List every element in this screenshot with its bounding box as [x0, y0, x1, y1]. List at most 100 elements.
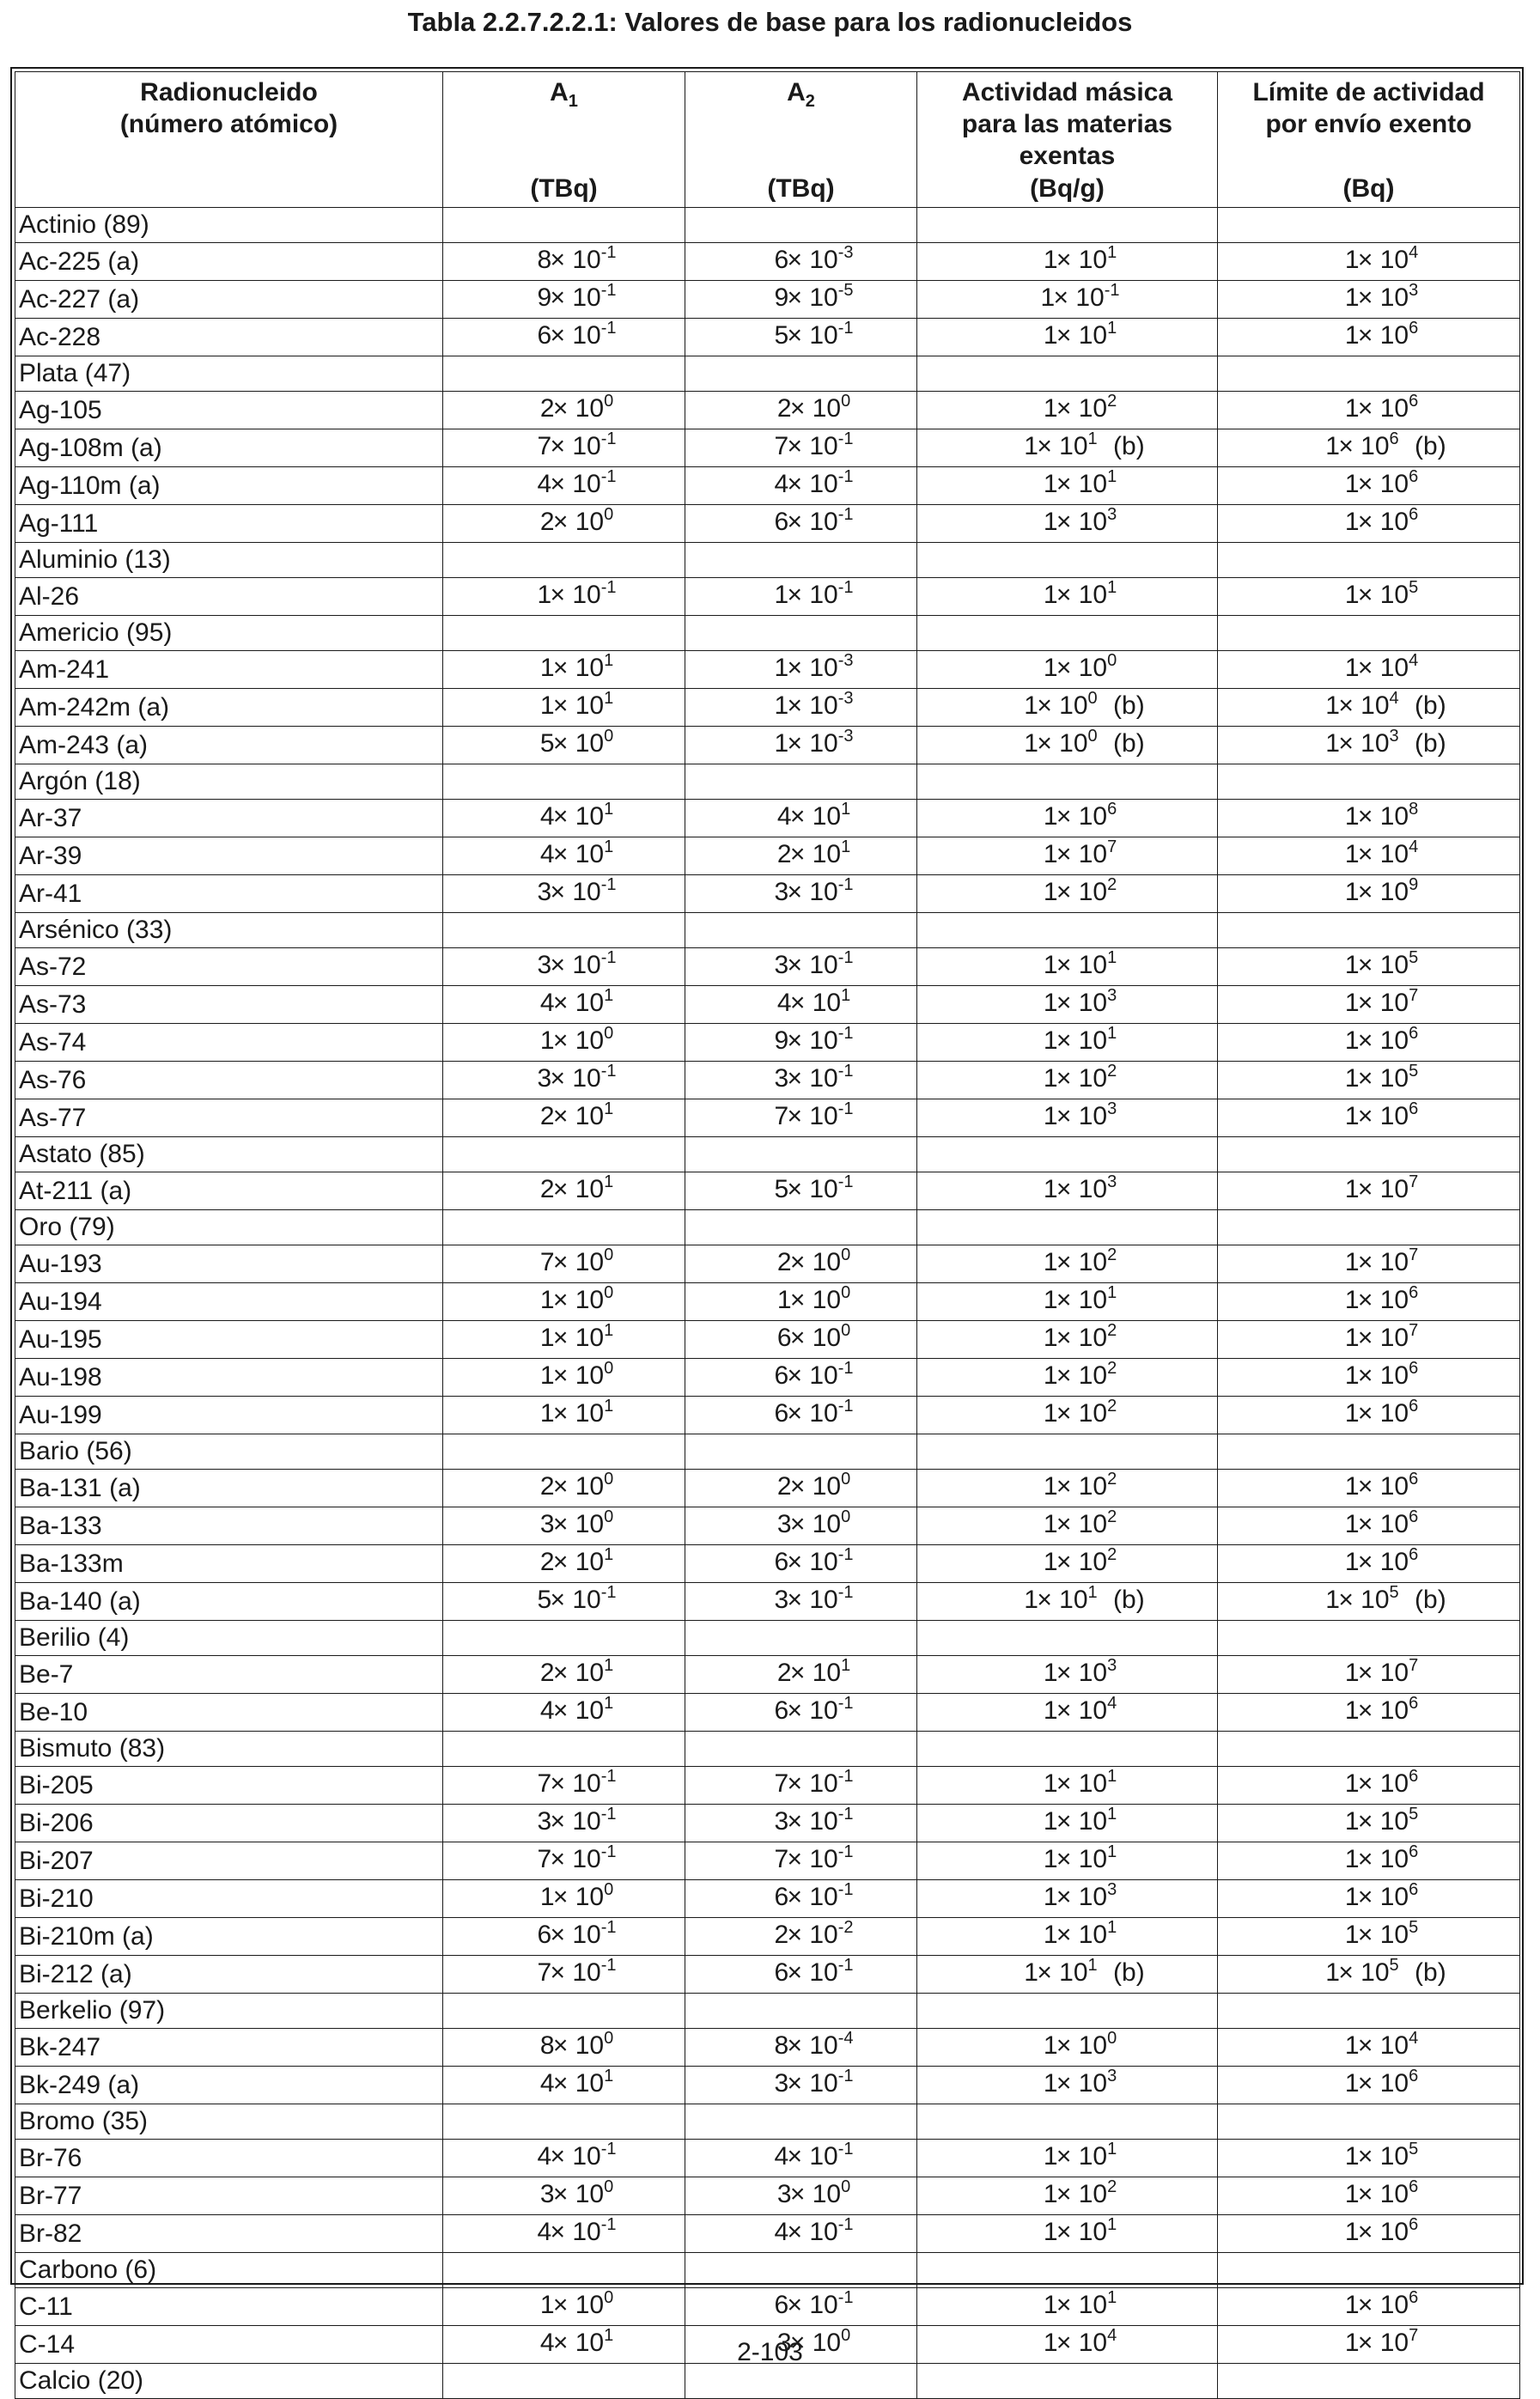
mass-activity-value: 1 × 103: [916, 1172, 1218, 1210]
radionuclide-name: As-76: [15, 1061, 443, 1099]
element-group-row: Actinio (89): [15, 207, 1520, 243]
col-header-activity-limit-label: Límite de actividad por envío exento: [1252, 78, 1485, 138]
a2-value: 1 × 100: [685, 1282, 917, 1321]
a1-value: 2 × 101: [442, 1099, 685, 1137]
table-row: Au-194 1 × 100 1 × 100 1 × 101 1 × 106: [15, 1282, 1520, 1321]
mass-activity-value: 1 × 103: [916, 2066, 1218, 2104]
radionuclide-name: Au-193: [15, 1245, 443, 1283]
empty-cell: [916, 912, 1218, 948]
element-group-name: Berkelio (97): [15, 1993, 443, 2029]
a1-value: 7 × 100: [442, 1245, 685, 1283]
radionuclide-name: Bi-207: [15, 1842, 443, 1880]
table-row: Bi-210m (a) 6 × 10-1 2 × 10-2 1 × 101 1 × 10…: [15, 1917, 1520, 1956]
table-row: Au-193 7 × 100 2 × 100 1 × 102 1 × 107: [15, 1245, 1520, 1283]
mass-activity-value: 1 × 101: [916, 1917, 1218, 1956]
a2-value: 6 × 100: [685, 1320, 917, 1359]
element-group-row: Calcio (20): [15, 2363, 1520, 2399]
element-group-name: Oro (79): [15, 1209, 443, 1245]
empty-cell: [442, 2363, 685, 2399]
empty-cell: [1217, 1136, 1520, 1172]
radionuclide-name: Ac-225 (a): [15, 242, 443, 281]
radionuclide-name: As-72: [15, 947, 443, 986]
activity-limit-value: 1 × 109: [1217, 874, 1520, 913]
a1-value: 4 × 10-1: [442, 466, 685, 505]
a1-value: 9 × 10-1: [442, 280, 685, 319]
activity-limit-value: 1 × 106: [1217, 1842, 1520, 1880]
col-header-mass-activity-unit: (Bq/g): [1030, 174, 1105, 203]
a1-value: 2 × 100: [442, 391, 685, 429]
element-group-row: Astato (85): [15, 1136, 1520, 1172]
mass-activity-value: 1 × 102: [916, 391, 1218, 429]
element-group-row: Arsénico (33): [15, 912, 1520, 948]
radionuclide-name: Ba-131 (a): [15, 1469, 443, 1507]
col-header-a2-unit: (TBq): [767, 174, 835, 203]
table-row: Au-198 1 × 100 6 × 10-1 1 × 102 1 × 106: [15, 1358, 1520, 1397]
a2-value: 6 × 10-1: [685, 2287, 917, 2326]
table-row: Be-10 4 × 101 6 × 10-1 1 × 104 1 × 106: [15, 1693, 1520, 1732]
empty-cell: [685, 1136, 917, 1172]
col-header-radionuclide-label: Radionucleido (número atómico): [119, 78, 338, 138]
radionuclide-name: At-211 (a): [15, 1172, 443, 1210]
radionuclide-name: Bi-212 (a): [15, 1955, 443, 1994]
empty-cell: [685, 2104, 917, 2140]
mass-activity-value: 1 × 101 (b): [916, 1582, 1218, 1621]
mass-activity-value: 1 × 101: [916, 1842, 1218, 1880]
empty-cell: [442, 2252, 685, 2288]
a1-value: 3 × 10-1: [442, 947, 685, 986]
a2-value: 9 × 10-5: [685, 280, 917, 319]
radionuclide-name: Am-243 (a): [15, 726, 443, 764]
radionuclide-name: Au-199: [15, 1396, 443, 1434]
empty-cell: [685, 1434, 917, 1470]
mass-activity-value: 1 × 102: [916, 1358, 1218, 1397]
a2-value: 2 × 100: [685, 1469, 917, 1507]
radionuclide-name: Bi-210: [15, 1879, 443, 1918]
a2-value: 3 × 10-1: [685, 947, 917, 986]
mass-activity-value: 1 × 101: [916, 577, 1218, 616]
element-group-name: Plata (47): [15, 356, 443, 392]
table-row: Br-76 4 × 10-1 4 × 10-1 1 × 101 1 × 105: [15, 2139, 1520, 2177]
col-header-activity-limit-unit: (Bq): [1342, 174, 1395, 203]
empty-cell: [685, 2252, 917, 2288]
activity-limit-value: 1 × 106: [1217, 1507, 1520, 1545]
element-group-row: Americio (95): [15, 615, 1520, 651]
mass-activity-value: 1 × 102: [916, 1061, 1218, 1099]
a1-value: 2 × 101: [442, 1172, 685, 1210]
mass-activity-value: 1 × 102: [916, 1245, 1218, 1283]
activity-limit-value: 1 × 107: [1217, 1655, 1520, 1694]
activity-limit-value: 1 × 104: [1217, 242, 1520, 281]
empty-cell: [916, 1620, 1218, 1656]
table-row: As-74 1 × 100 9 × 10-1 1 × 101 1 × 106: [15, 1023, 1520, 1062]
a1-value: 7 × 10-1: [442, 1766, 685, 1805]
a2-value: 6 × 10-1: [685, 1544, 917, 1583]
mass-activity-value: 1 × 102: [916, 1396, 1218, 1434]
element-group-name: Bismuto (83): [15, 1731, 443, 1767]
activity-limit-value: 1 × 105: [1217, 1917, 1520, 1956]
a2-value: 3 × 100: [685, 2325, 917, 2364]
mass-activity-value: 1 × 103: [916, 1099, 1218, 1137]
radionuclide-name: Bi-206: [15, 1804, 443, 1842]
table-header-row: Radionucleido (número atómico) A1 (TBq) …: [15, 71, 1520, 208]
a2-value: 3 × 10-1: [685, 1582, 917, 1621]
empty-cell: [1217, 207, 1520, 243]
col-header-mass-activity-label: Actividad másica para las materias exent…: [961, 78, 1173, 170]
a1-value: 6 × 10-1: [442, 318, 685, 356]
activity-limit-value: 1 × 107: [1217, 1245, 1520, 1283]
a2-value: 9 × 10-1: [685, 1023, 917, 1062]
col-header-a1-label: A1: [550, 78, 578, 111]
empty-cell: [685, 912, 917, 948]
table-row: Bi-206 3 × 10-1 3 × 10-1 1 × 101 1 × 105: [15, 1804, 1520, 1842]
table-row: Bi-205 7 × 10-1 7 × 10-1 1 × 101 1 × 106: [15, 1766, 1520, 1805]
radionuclide-name: Br-82: [15, 2214, 443, 2253]
a2-value: 1 × 10-3: [685, 726, 917, 764]
empty-cell: [685, 1209, 917, 1245]
activity-limit-value: 1 × 106: [1217, 1544, 1520, 1583]
activity-limit-value: 1 × 105: [1217, 1061, 1520, 1099]
element-group-name: Calcio (20): [15, 2363, 443, 2399]
element-group-name: Arsénico (33): [15, 912, 443, 948]
a2-value: 5 × 10-1: [685, 1172, 917, 1210]
a1-value: 4 × 101: [442, 799, 685, 837]
table-row: Bi-207 7 × 10-1 7 × 10-1 1 × 101 1 × 106: [15, 1842, 1520, 1880]
activity-limit-value: 1 × 106: [1217, 1282, 1520, 1321]
radionuclide-name: Ar-39: [15, 837, 443, 875]
radionuclide-name: Ba-133m: [15, 1544, 443, 1583]
